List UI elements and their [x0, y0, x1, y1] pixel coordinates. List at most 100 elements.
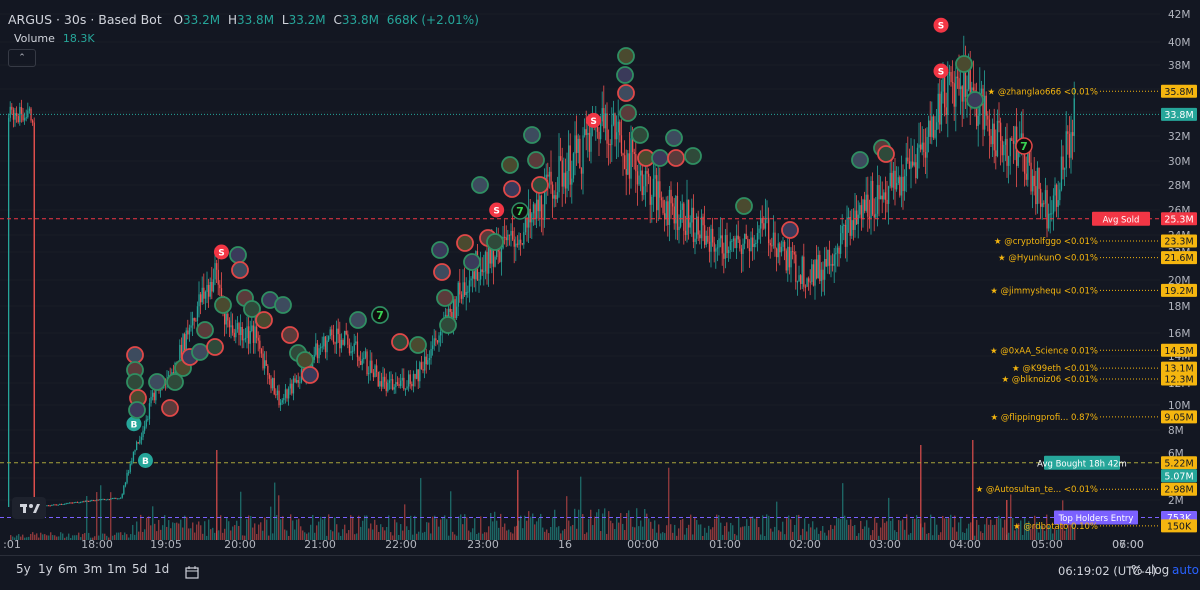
volume-bar [446, 519, 448, 540]
candle-body [102, 499, 104, 501]
candle-body [723, 253, 725, 259]
candle-body [249, 330, 251, 344]
volume-bar [162, 525, 164, 540]
candle-body [932, 116, 935, 138]
candle-body [598, 131, 600, 140]
candle-body [268, 375, 271, 379]
volume-bar [212, 527, 214, 540]
volume-bar [572, 524, 574, 540]
candle-body [315, 343, 317, 355]
candle-body [587, 132, 589, 135]
collapse-legend-button[interactable]: ⌃ [8, 49, 36, 67]
volume-bar [718, 515, 720, 540]
candle-body [955, 76, 957, 107]
candle-body [54, 504, 56, 506]
volume-bar [522, 528, 524, 540]
candle-body [742, 243, 744, 254]
volume-bar [930, 514, 932, 540]
candle-body [513, 239, 515, 247]
volume-bar [184, 515, 186, 540]
trade-markers: B B S S S S S [126, 17, 949, 468]
symbol-title[interactable]: ARGUS · 30s · Based Bot [8, 12, 162, 27]
volume-bar [610, 520, 612, 540]
candle-body [931, 116, 933, 137]
range-button-5y[interactable]: 5y [16, 562, 31, 576]
volume-bar [394, 519, 396, 540]
volume-bar [934, 517, 936, 540]
volume-bar [258, 524, 260, 540]
range-button-1d[interactable]: 1d [154, 562, 170, 576]
candle-body [440, 331, 442, 336]
volume-bar [134, 534, 136, 540]
volume-bar [460, 514, 462, 540]
candle-body [683, 203, 685, 231]
percent-scale-button[interactable]: % [1131, 563, 1143, 577]
volume-bar [70, 537, 72, 540]
volume-bar [482, 533, 484, 540]
volume-bar [660, 533, 662, 540]
range-button-1y[interactable]: 1y [38, 562, 53, 576]
time-readout[interactable]: 06:19:02 (UTC-4) [1058, 564, 1157, 578]
candle-body [544, 183, 546, 220]
volume-bar [782, 521, 784, 540]
candle-body [256, 326, 258, 338]
volume-bar [224, 528, 226, 540]
tradingview-logo[interactable] [12, 497, 46, 519]
auto-scale-button[interactable]: auto [1172, 563, 1200, 577]
volume-bar [700, 524, 702, 540]
volume-bar [894, 530, 896, 540]
candle-body [646, 170, 648, 174]
volume-bar [312, 515, 314, 540]
volume-value: 18.3K [62, 32, 95, 45]
annotation-box [1044, 455, 1120, 470]
user-avatar-pin [436, 289, 454, 307]
volume-bar [62, 533, 64, 540]
volume-bar [156, 531, 158, 540]
volume-bar [584, 533, 586, 540]
candle-body [288, 388, 290, 399]
candle-body [182, 334, 184, 359]
volume-bar [626, 513, 628, 540]
volume-bar [676, 535, 678, 540]
volume-bar [924, 522, 926, 540]
volume-bar [854, 524, 856, 540]
volume-bar [848, 524, 850, 540]
volume-bar [196, 524, 198, 540]
volume-bar [606, 533, 608, 540]
volume-bar [310, 524, 312, 540]
candle-body [582, 135, 584, 174]
candle-body [457, 282, 459, 307]
range-button-5d[interactable]: 5d [132, 562, 148, 576]
volume-bar [338, 532, 340, 540]
candle-body [659, 181, 661, 198]
candle-body [368, 372, 370, 375]
candle-body [395, 382, 397, 388]
user-avatar-pin [616, 66, 634, 84]
price-label-text: 25.3M [1164, 214, 1193, 225]
volume-bar [40, 532, 42, 540]
volume-bar [574, 508, 576, 540]
calendar-icon[interactable] [185, 564, 199, 579]
candle-body [84, 500, 87, 502]
log-scale-button[interactable]: log [1151, 563, 1170, 577]
volume-bar [694, 516, 696, 540]
range-button-6m[interactable]: 6m [58, 562, 78, 576]
user-avatar-pin [255, 311, 273, 329]
candle-body [667, 201, 669, 225]
volume-bar [1060, 520, 1062, 540]
range-button-3m[interactable]: 3m [83, 562, 103, 576]
candle-body [203, 287, 205, 299]
time-tick-label: 00:00 [627, 538, 659, 551]
volume-label[interactable]: Volume [14, 32, 55, 45]
candle-body [958, 78, 960, 90]
volume-bar [276, 515, 278, 540]
holder-label: ★ @K99eth <0.01% [1012, 364, 1098, 374]
range-button-1m[interactable]: 1m [107, 562, 127, 576]
candle-body [46, 505, 48, 507]
candle-body [398, 384, 400, 386]
sell-marker: S [213, 244, 229, 260]
price-axis-label: 25.3M [1161, 212, 1197, 226]
volume-bar [504, 523, 506, 540]
candle-body [814, 259, 816, 286]
